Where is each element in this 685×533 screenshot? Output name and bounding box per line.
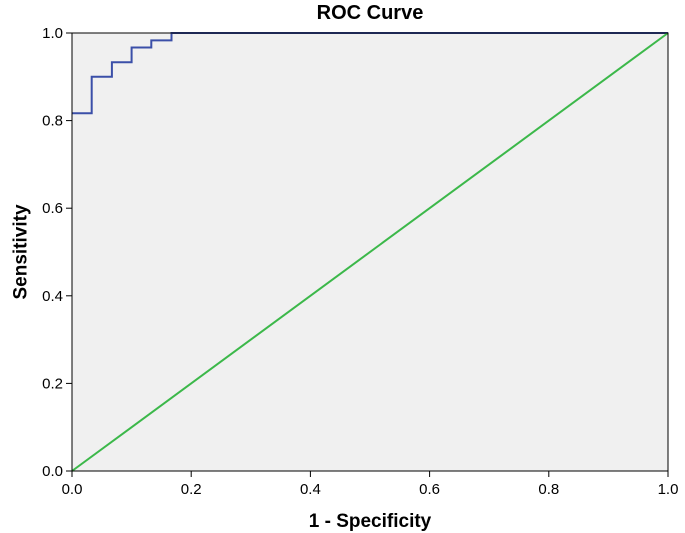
y-tick-label: 0.0 xyxy=(42,463,63,480)
reference-line xyxy=(71,32,669,472)
x-tick-label: 0.8 xyxy=(538,481,559,498)
series-layer xyxy=(71,32,669,472)
tick-labels: 0.0 0.2 0.4 0.6 0.8 1.0 0.0 0.2 0.4 0.6 0.8 1.0 xyxy=(42,25,678,498)
chart-title: ROC Curve xyxy=(317,2,424,24)
y-tick-label: 1.0 xyxy=(42,25,63,42)
y-tick-label: 0.8 xyxy=(42,113,63,130)
roc-curve-line xyxy=(72,32,668,115)
y-axis-label: Sensitivity xyxy=(11,204,32,299)
plot-frame xyxy=(71,32,669,472)
y-tick-label: 0.2 xyxy=(42,375,63,392)
x-axis-label: 1 - Specificity xyxy=(309,511,432,532)
x-tick-label: 0.4 xyxy=(300,481,321,498)
y-tick-label: 0.6 xyxy=(42,200,63,217)
x-tick-label: 0.6 xyxy=(419,481,440,498)
x-tick-label: 0.0 xyxy=(62,481,83,498)
x-tick-label: 0.2 xyxy=(181,481,202,498)
axis-ticks xyxy=(66,32,669,477)
x-tick-label: 1.0 xyxy=(658,481,679,498)
y-tick-label: 0.4 xyxy=(42,288,63,305)
